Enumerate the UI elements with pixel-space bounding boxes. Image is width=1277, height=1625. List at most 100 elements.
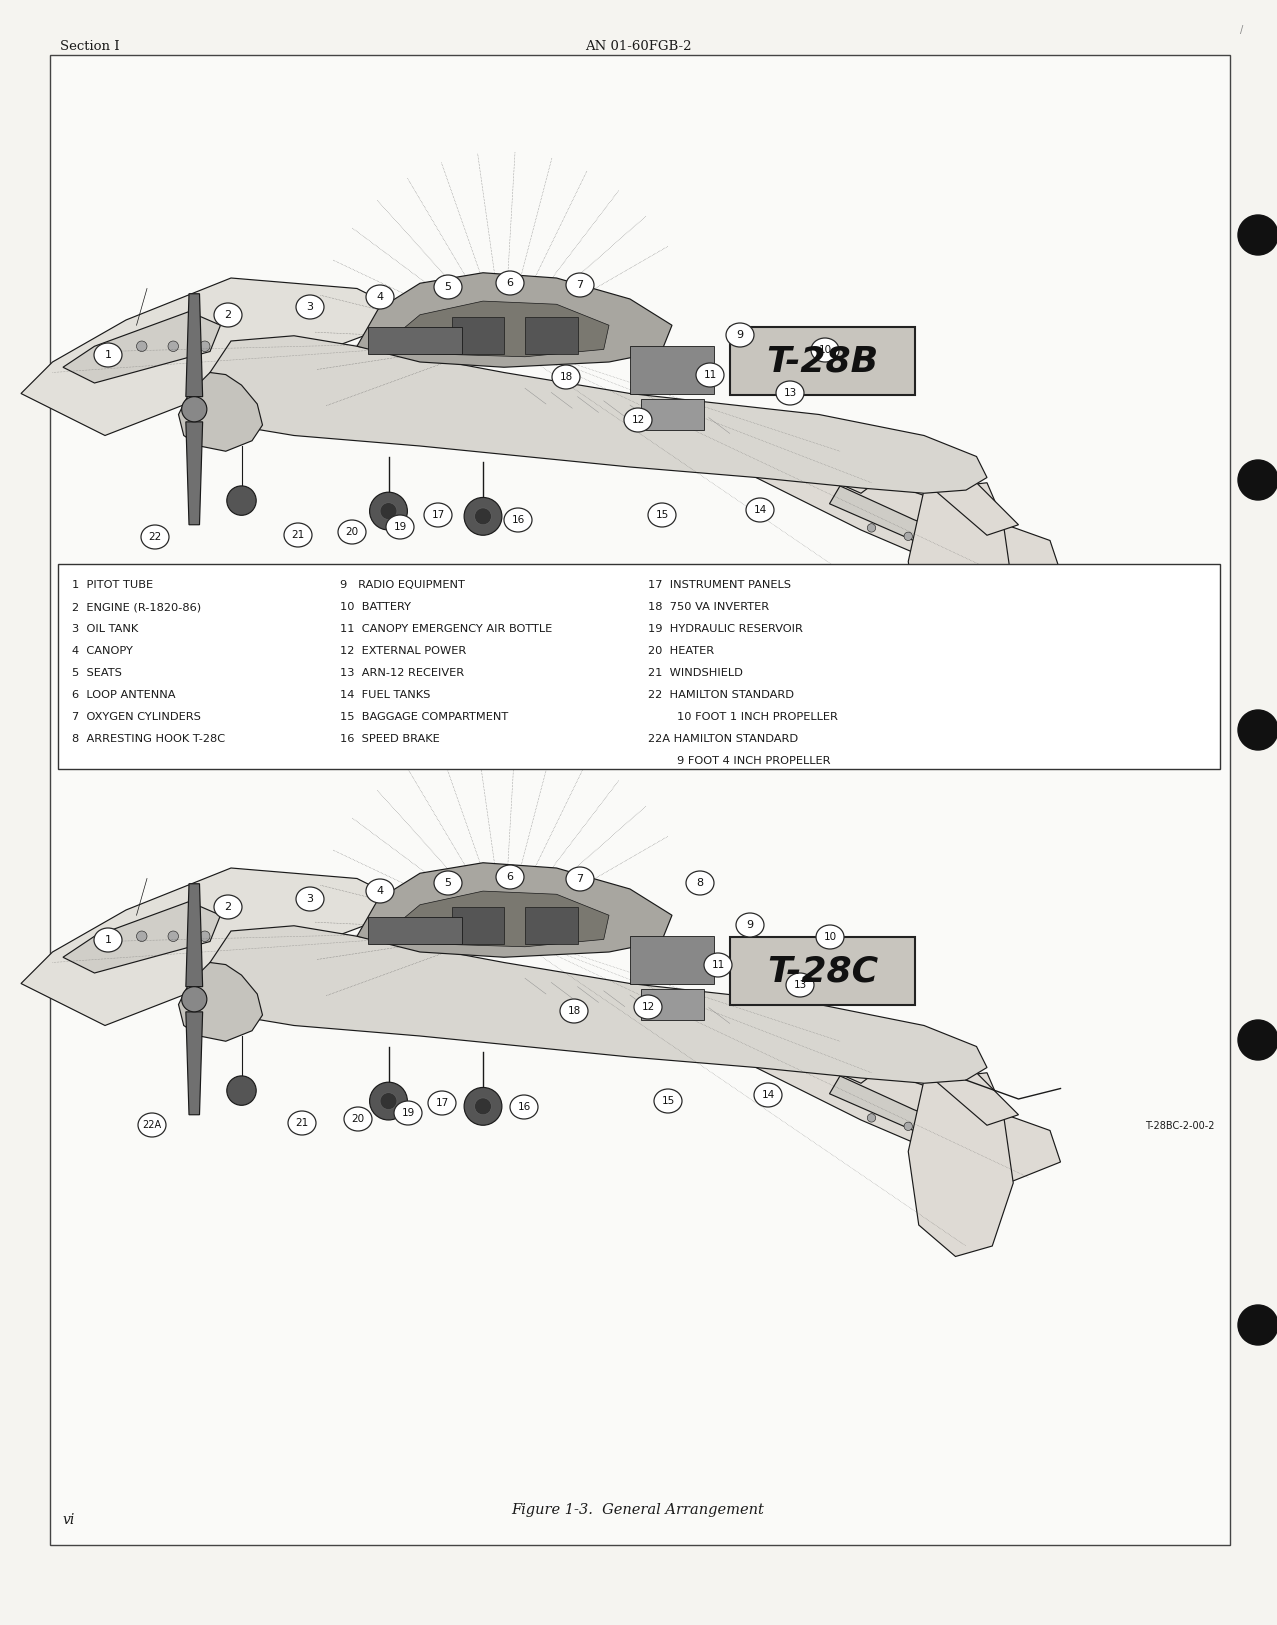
Circle shape	[464, 1087, 502, 1124]
Polygon shape	[813, 452, 882, 494]
Ellipse shape	[395, 1102, 421, 1124]
Bar	[452, 317, 504, 354]
Text: T-28BC-2-00-2: T-28BC-2-00-2	[1145, 1121, 1214, 1131]
Text: 5  SEATS: 5 SEATS	[72, 668, 121, 678]
Ellipse shape	[686, 871, 714, 895]
Bar	[525, 317, 577, 354]
Polygon shape	[358, 273, 672, 367]
Ellipse shape	[434, 275, 462, 299]
Text: 11: 11	[711, 960, 724, 970]
Polygon shape	[20, 278, 420, 436]
Text: Figure 1-3.  General Arrangement: Figure 1-3. General Arrangement	[512, 1503, 765, 1518]
Ellipse shape	[566, 273, 594, 297]
Bar	[452, 907, 504, 944]
Text: 14  FUEL TANKS: 14 FUEL TANKS	[340, 691, 430, 700]
Ellipse shape	[552, 366, 580, 388]
Text: 19: 19	[393, 522, 406, 531]
Ellipse shape	[654, 1089, 682, 1113]
Polygon shape	[714, 414, 1060, 593]
Ellipse shape	[283, 523, 312, 548]
Text: 15: 15	[655, 510, 669, 520]
Circle shape	[1237, 214, 1277, 255]
Circle shape	[381, 1092, 397, 1110]
Text: 5: 5	[444, 283, 452, 292]
Text: 21  WINDSHIELD: 21 WINDSHIELD	[647, 668, 743, 678]
Circle shape	[1237, 1020, 1277, 1060]
Bar	[641, 398, 704, 431]
Ellipse shape	[811, 338, 839, 362]
Circle shape	[199, 931, 209, 941]
Ellipse shape	[746, 497, 774, 522]
Circle shape	[867, 1113, 876, 1123]
Text: 11  CANOPY EMERGENCY AIR BOTTLE: 11 CANOPY EMERGENCY AIR BOTTLE	[340, 624, 552, 634]
Ellipse shape	[561, 999, 587, 1024]
Text: 12: 12	[641, 1003, 655, 1012]
Polygon shape	[358, 863, 672, 957]
Ellipse shape	[94, 928, 123, 952]
Text: 4  CANOPY: 4 CANOPY	[72, 647, 133, 656]
Text: 19  HYDRAULIC RESERVOIR: 19 HYDRAULIC RESERVOIR	[647, 624, 803, 634]
Text: T-28C: T-28C	[767, 954, 879, 988]
Circle shape	[181, 396, 207, 422]
Polygon shape	[186, 294, 203, 396]
Circle shape	[867, 523, 876, 531]
Text: 18  750 VA INVERTER: 18 750 VA INVERTER	[647, 601, 769, 613]
Text: 10: 10	[824, 933, 836, 942]
Text: 20  HEATER: 20 HEATER	[647, 647, 714, 656]
Text: 16: 16	[517, 1102, 531, 1112]
Ellipse shape	[776, 380, 805, 405]
Circle shape	[941, 1131, 949, 1139]
Circle shape	[369, 492, 407, 530]
Ellipse shape	[624, 408, 653, 432]
Text: T-28B: T-28B	[766, 344, 879, 379]
Text: 8: 8	[696, 878, 704, 887]
Circle shape	[381, 502, 397, 520]
Polygon shape	[186, 884, 203, 986]
Text: 17  INSTRUMENT PANELS: 17 INSTRUMENT PANELS	[647, 580, 790, 590]
Text: 12  EXTERNAL POWER: 12 EXTERNAL POWER	[340, 647, 466, 656]
Ellipse shape	[704, 952, 732, 977]
Ellipse shape	[296, 296, 324, 318]
Circle shape	[181, 986, 207, 1012]
Text: 22  HAMILTON STANDARD: 22 HAMILTON STANDARD	[647, 691, 794, 700]
Text: 13: 13	[793, 980, 807, 990]
Ellipse shape	[424, 504, 452, 526]
Ellipse shape	[816, 925, 844, 949]
Text: 18: 18	[567, 1006, 581, 1016]
Text: 8  ARRESTING HOOK T-28C: 8 ARRESTING HOOK T-28C	[72, 734, 225, 744]
Text: 2: 2	[225, 310, 231, 320]
Text: 22A HAMILTON STANDARD: 22A HAMILTON STANDARD	[647, 734, 798, 744]
Bar	[630, 936, 714, 983]
Text: 16: 16	[511, 515, 525, 525]
Polygon shape	[714, 1004, 1060, 1183]
Polygon shape	[20, 868, 420, 1025]
Ellipse shape	[289, 1112, 315, 1134]
Text: 21: 21	[295, 1118, 309, 1128]
Text: 4: 4	[377, 886, 383, 895]
Text: 4: 4	[377, 292, 383, 302]
Text: 10  BATTERY: 10 BATTERY	[340, 601, 411, 613]
Circle shape	[904, 531, 913, 541]
Circle shape	[464, 497, 502, 535]
Text: 5: 5	[444, 878, 452, 887]
Text: 9   RADIO EQUIPMENT: 9 RADIO EQUIPMENT	[340, 580, 465, 590]
Circle shape	[1237, 1305, 1277, 1345]
Ellipse shape	[296, 887, 324, 912]
Bar	[630, 346, 714, 393]
Polygon shape	[186, 1012, 203, 1115]
Polygon shape	[813, 1042, 882, 1084]
Polygon shape	[908, 1072, 1013, 1256]
Circle shape	[475, 1098, 492, 1115]
Text: AN 01-60FGB-2: AN 01-60FGB-2	[585, 41, 691, 54]
Text: vi: vi	[63, 1513, 74, 1527]
Ellipse shape	[510, 1095, 538, 1120]
Ellipse shape	[495, 864, 524, 889]
Ellipse shape	[787, 973, 813, 998]
Bar	[730, 938, 916, 1004]
Ellipse shape	[138, 1113, 166, 1137]
Bar	[368, 918, 462, 944]
Polygon shape	[209, 336, 987, 494]
Circle shape	[169, 341, 179, 351]
Circle shape	[904, 1123, 913, 1131]
Bar	[57, 564, 1220, 769]
